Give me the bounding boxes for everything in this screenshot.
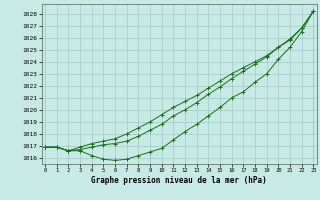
X-axis label: Graphe pression niveau de la mer (hPa): Graphe pression niveau de la mer (hPa) <box>91 176 267 185</box>
